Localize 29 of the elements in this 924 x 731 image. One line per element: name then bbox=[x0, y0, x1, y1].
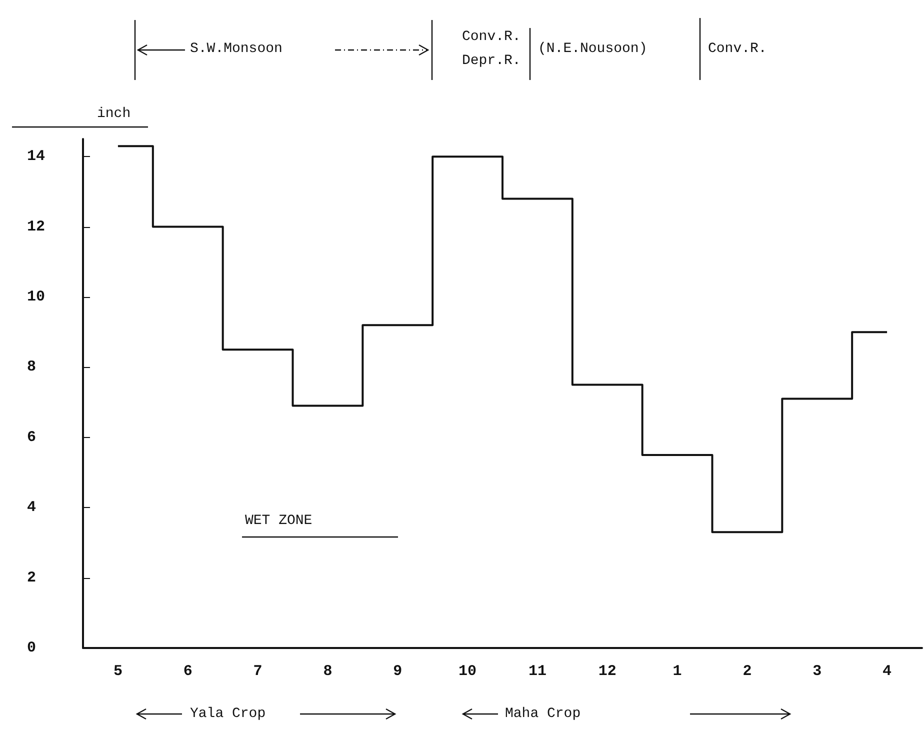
y-axis-title: inch bbox=[97, 106, 131, 122]
text: Conv.R. bbox=[462, 29, 521, 45]
x-tick-label: 8 bbox=[323, 663, 332, 680]
text: Depr.R. bbox=[462, 53, 521, 69]
x-tick-label: 9 bbox=[393, 663, 402, 680]
x-tick-label: 2 bbox=[742, 663, 752, 680]
y-tick-label: 8 bbox=[27, 358, 36, 376]
y-tick-label: 12 bbox=[27, 218, 46, 236]
y-tick-label: 2 bbox=[27, 569, 36, 586]
y-tick-label: 10 bbox=[27, 288, 46, 306]
text: Maha Crop bbox=[505, 706, 581, 722]
x-tick-label: 11 bbox=[528, 663, 546, 680]
x-tick-label: 10 bbox=[458, 663, 477, 680]
text: S.W.Monsoon bbox=[190, 41, 282, 57]
x-tick-label: 1 bbox=[672, 663, 682, 680]
x-tick-label: 6 bbox=[183, 663, 192, 680]
x-tick-label: 4 bbox=[882, 663, 892, 680]
x-tick-label: 7 bbox=[253, 663, 262, 680]
text: Conv.R. bbox=[708, 41, 767, 57]
text: Yala Crop bbox=[190, 706, 266, 722]
y-tick-label: 14 bbox=[27, 148, 46, 166]
x-tick-label: 12 bbox=[598, 663, 616, 680]
annotation: WET ZONE bbox=[245, 513, 312, 529]
x-tick-label: 3 bbox=[812, 663, 822, 680]
x-tick-label: 5 bbox=[113, 663, 122, 680]
y-tick-label: 6 bbox=[27, 428, 36, 446]
y-tick-label: 0 bbox=[27, 640, 36, 656]
text: (N.E.Nousoon) bbox=[538, 41, 648, 57]
y-tick-label: 4 bbox=[27, 499, 36, 516]
